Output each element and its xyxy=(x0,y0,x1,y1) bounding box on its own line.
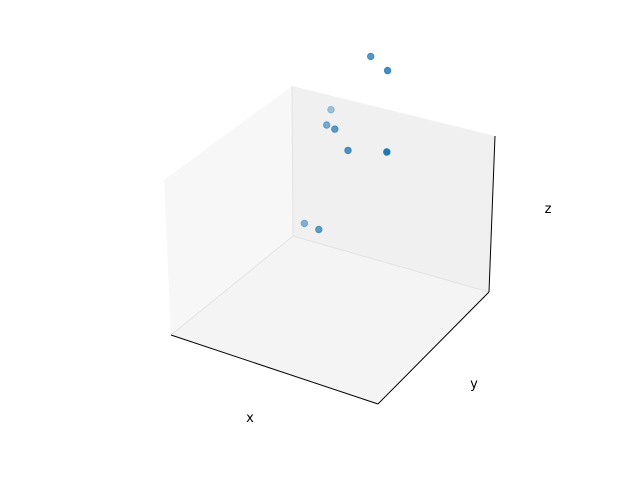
scatter-points xyxy=(300,52,392,234)
scatter-point xyxy=(383,66,392,75)
y-axis-line xyxy=(377,291,490,405)
z-axis-label: z xyxy=(545,202,552,217)
scatter-point xyxy=(323,121,331,129)
back-pane xyxy=(292,86,495,292)
scatter-point xyxy=(327,105,335,114)
back-floor-edge xyxy=(292,235,490,293)
scatter-point xyxy=(344,146,352,155)
x-axis-line xyxy=(170,334,379,405)
x-axis-label: x xyxy=(246,411,254,426)
scatter-point xyxy=(331,125,339,133)
y-axis-label: y xyxy=(470,377,478,392)
z-axis-line xyxy=(488,135,496,293)
scatter-point xyxy=(300,219,309,228)
left-floor-edge xyxy=(170,235,294,336)
floor-pane xyxy=(171,236,489,404)
scatter-point xyxy=(367,52,375,61)
back-vertical-edge xyxy=(291,85,294,237)
axis-lines xyxy=(170,135,496,405)
scatter-point xyxy=(383,148,391,156)
left-pane xyxy=(164,86,293,335)
scatter-point xyxy=(315,225,323,234)
axes-panes xyxy=(164,85,495,404)
